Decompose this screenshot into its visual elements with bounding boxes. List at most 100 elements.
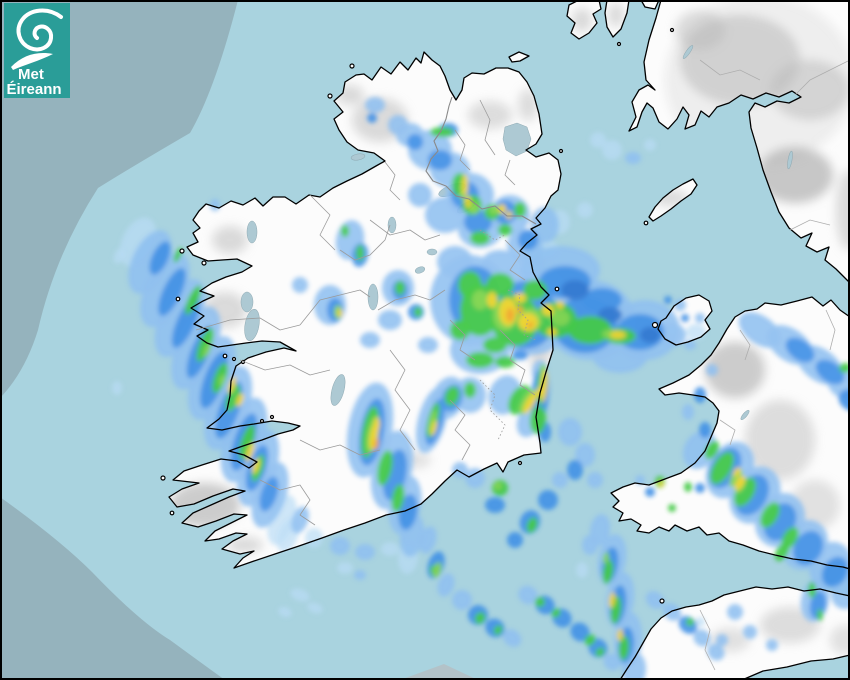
rain-cell bbox=[430, 420, 438, 436]
rain-cell bbox=[428, 150, 452, 170]
rain-cell bbox=[290, 588, 310, 602]
rain-cell bbox=[561, 280, 589, 300]
radar-range-shadow-bottomleft bbox=[0, 497, 225, 680]
radar-range-notch-bottom bbox=[400, 664, 478, 680]
lake-bala bbox=[740, 409, 750, 421]
rain-cell bbox=[414, 307, 422, 317]
met-eireann-spiral-icon bbox=[11, 8, 63, 70]
rain-cell bbox=[527, 322, 533, 328]
rain-cell bbox=[516, 252, 544, 272]
rain-cell bbox=[291, 506, 309, 534]
rain-cell bbox=[518, 230, 538, 250]
rain-cell bbox=[466, 352, 494, 368]
rain-cell bbox=[727, 604, 743, 620]
lough-derravaragh bbox=[414, 266, 426, 274]
rain-cell bbox=[584, 634, 596, 646]
rain-cell bbox=[518, 313, 538, 331]
rain-cell bbox=[493, 625, 503, 635]
rain-cell bbox=[576, 562, 588, 578]
logo-text-met: Met bbox=[18, 66, 44, 83]
rain-cell bbox=[474, 612, 486, 624]
rain-cell bbox=[693, 629, 711, 647]
lough-ree bbox=[367, 283, 379, 311]
lakes bbox=[240, 45, 793, 421]
county-borders bbox=[195, 59, 850, 671]
rain-cell bbox=[494, 482, 502, 490]
logo-text-eireann: Éireann bbox=[7, 81, 62, 98]
rain-cell bbox=[766, 639, 778, 651]
rain-cell bbox=[427, 410, 437, 434]
rain-cell bbox=[618, 636, 630, 660]
rain-cell bbox=[838, 389, 850, 411]
rain-cell bbox=[495, 356, 515, 368]
rain-cell bbox=[760, 502, 780, 528]
rain-cell bbox=[391, 484, 405, 512]
rain-cell bbox=[625, 152, 641, 164]
rain-cell bbox=[567, 460, 583, 480]
rain-cell bbox=[367, 113, 377, 123]
rain-cell bbox=[498, 224, 512, 236]
rain-cell bbox=[398, 494, 418, 530]
rain-cell bbox=[149, 241, 171, 275]
rain-cell bbox=[483, 337, 507, 353]
rain-cell bbox=[682, 430, 718, 470]
lough-allen bbox=[387, 216, 397, 234]
rain-cell bbox=[658, 481, 664, 487]
rain-cell bbox=[602, 560, 614, 584]
rain-cell bbox=[590, 132, 606, 148]
lough-conn bbox=[246, 220, 258, 244]
rain-cell bbox=[733, 467, 741, 477]
rain-cell bbox=[374, 417, 380, 431]
lough-mask bbox=[240, 291, 254, 313]
rain-cell bbox=[388, 115, 408, 135]
rain-cell bbox=[512, 350, 528, 360]
rain-cell bbox=[470, 231, 490, 245]
rain-cell bbox=[704, 440, 720, 460]
rain-cell bbox=[556, 301, 564, 309]
rain-cell bbox=[686, 324, 706, 340]
loch-ken bbox=[682, 45, 694, 59]
rain-cell bbox=[734, 475, 746, 491]
rain-cell bbox=[602, 140, 622, 160]
rain-cell bbox=[278, 606, 292, 618]
rain-cell bbox=[418, 337, 438, 353]
rain-cell bbox=[432, 562, 442, 578]
rain-cell bbox=[354, 570, 366, 580]
rain-cell bbox=[307, 602, 323, 614]
lough-melvin bbox=[350, 153, 366, 161]
rain-cell bbox=[202, 342, 212, 358]
rain-cell bbox=[538, 490, 558, 510]
rain-cell bbox=[817, 609, 823, 621]
rain-cell bbox=[330, 537, 350, 555]
rain-cell bbox=[743, 625, 757, 639]
rain-cell bbox=[674, 299, 686, 311]
rain-cell bbox=[695, 313, 705, 323]
lough-corrib bbox=[244, 308, 260, 342]
lough-sheelin bbox=[426, 248, 438, 256]
rain-cell bbox=[570, 622, 590, 642]
rain-cell bbox=[575, 443, 595, 467]
rain-cell bbox=[540, 370, 548, 402]
rain-cell bbox=[598, 307, 622, 323]
rain-cell bbox=[355, 544, 375, 560]
rain-cell bbox=[464, 382, 476, 398]
rain-cell bbox=[407, 134, 423, 150]
rain-cell bbox=[667, 325, 677, 335]
rain-cell bbox=[635, 475, 645, 485]
rain-cell bbox=[337, 562, 353, 574]
rain-cell bbox=[218, 374, 226, 386]
rain-cell bbox=[425, 197, 465, 233]
rain-cell bbox=[550, 310, 570, 326]
rain-cell bbox=[452, 590, 472, 610]
rain-cell bbox=[498, 204, 506, 214]
rain-cell bbox=[378, 310, 402, 330]
rain-cell bbox=[507, 532, 523, 548]
met-eireann-logo[interactable]: Met Éireann bbox=[4, 3, 70, 98]
rain-cell bbox=[158, 268, 186, 316]
rain-cell bbox=[716, 634, 728, 646]
rain-cell bbox=[486, 273, 514, 297]
rain-cell bbox=[444, 386, 460, 406]
